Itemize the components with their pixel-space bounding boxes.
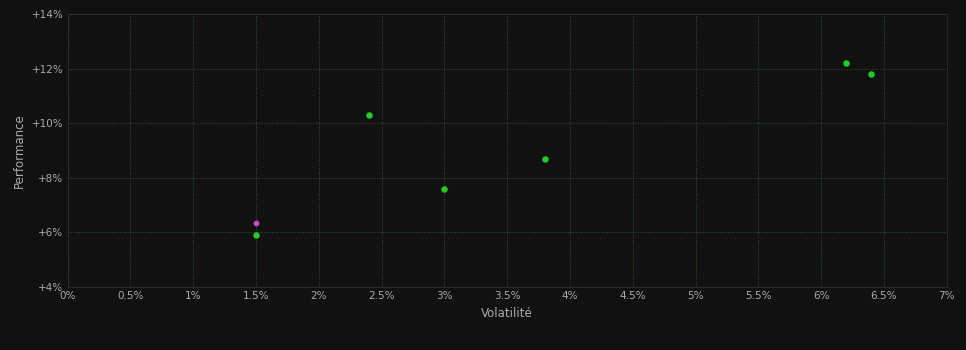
Point xyxy=(838,60,854,66)
Point xyxy=(248,232,264,238)
X-axis label: Volatilité: Volatilité xyxy=(481,307,533,320)
Point xyxy=(437,186,452,191)
Point xyxy=(248,220,264,226)
Y-axis label: Performance: Performance xyxy=(14,113,26,188)
Point xyxy=(864,71,879,77)
Point xyxy=(361,112,377,118)
Point xyxy=(537,156,553,161)
